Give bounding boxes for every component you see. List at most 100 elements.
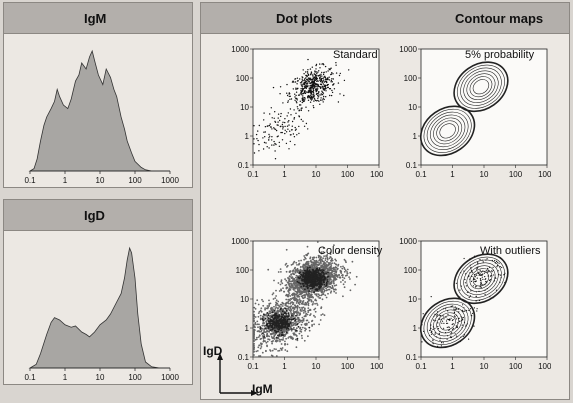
data-point	[283, 312, 286, 315]
data-point	[321, 93, 324, 96]
data-point	[289, 98, 291, 100]
y-tick-label: 0.1	[406, 353, 418, 362]
data-point	[271, 330, 273, 333]
data-point	[331, 78, 333, 80]
data-point	[316, 302, 318, 305]
data-point	[436, 313, 438, 315]
data-point	[291, 120, 294, 123]
data-point	[294, 266, 296, 269]
data-point	[295, 261, 298, 264]
data-point	[332, 84, 334, 86]
data-point	[332, 279, 335, 282]
igm-panel-header: IgM	[4, 3, 192, 34]
data-point	[330, 281, 332, 283]
data-point	[305, 262, 307, 265]
contour-line	[463, 262, 499, 295]
data-point	[303, 125, 306, 128]
data-point	[327, 78, 329, 81]
data-point	[285, 131, 288, 133]
data-point	[301, 80, 303, 83]
data-point	[456, 335, 458, 337]
data-point	[255, 133, 258, 136]
data-point	[255, 350, 258, 353]
data-point	[329, 94, 331, 97]
data-point	[271, 349, 274, 352]
data-point	[299, 309, 302, 312]
data-point	[475, 280, 477, 282]
data-point	[258, 344, 261, 347]
data-point	[256, 323, 259, 326]
data-point	[320, 262, 322, 264]
y-tick-label: 10	[240, 295, 249, 304]
data-point	[440, 345, 442, 347]
data-point	[264, 340, 266, 343]
data-point	[303, 100, 305, 102]
data-point	[266, 312, 269, 314]
data-point	[271, 144, 273, 146]
data-point	[278, 328, 280, 331]
data-point	[266, 307, 269, 310]
contour-line	[439, 315, 456, 331]
data-point	[455, 318, 457, 320]
data-point	[328, 280, 330, 283]
data-point	[292, 318, 294, 320]
data-point	[314, 298, 317, 301]
data-point	[307, 99, 310, 101]
igm-histogram: 0.1 1 10 100 1000	[24, 49, 179, 185]
data-point	[312, 82, 314, 84]
data-point	[313, 98, 316, 100]
data-point	[285, 337, 287, 340]
data-point	[284, 326, 286, 329]
data-point	[479, 269, 481, 271]
data-point	[422, 313, 424, 315]
data-point	[294, 93, 296, 95]
data-point	[355, 275, 358, 278]
data-point	[298, 272, 301, 275]
data-point	[290, 329, 293, 332]
data-point	[260, 346, 263, 348]
data-point	[346, 268, 349, 271]
data-point	[283, 320, 286, 322]
data-point	[308, 85, 310, 87]
data-point	[319, 63, 321, 65]
contour-line	[460, 67, 502, 106]
data-point	[271, 139, 273, 141]
data-point	[267, 322, 269, 325]
data-point	[308, 285, 311, 287]
data-point	[298, 321, 301, 324]
data-point	[304, 288, 306, 291]
data-point	[267, 317, 270, 320]
data-point	[303, 315, 306, 318]
data-point	[301, 321, 304, 324]
data-point	[325, 287, 327, 290]
data-point	[278, 349, 281, 352]
color-density-plot: 0.1 1 10 100 1000 0.1 1 10 100 1000	[231, 237, 383, 371]
data-point	[274, 308, 277, 310]
data-point	[437, 322, 439, 324]
data-point	[295, 268, 297, 271]
data-point	[443, 322, 445, 324]
igm-panel-title: IgM	[84, 11, 107, 26]
data-point	[325, 289, 328, 292]
data-point	[279, 86, 282, 88]
data-point	[311, 98, 313, 100]
contour-line	[453, 61, 509, 113]
data-point	[487, 270, 489, 272]
data-point	[316, 265, 318, 268]
data-point	[272, 86, 275, 89]
data-point	[319, 103, 321, 105]
data-point	[437, 325, 439, 328]
data-point	[270, 309, 272, 311]
data-point	[324, 285, 327, 287]
data-point	[275, 312, 277, 315]
data-point	[292, 315, 295, 318]
data-point	[284, 132, 286, 135]
y-tick-label: 1000	[231, 45, 249, 54]
data-point	[320, 282, 323, 284]
data-point	[308, 293, 311, 295]
data-point	[301, 107, 303, 109]
data-point	[487, 271, 489, 273]
data-point	[287, 128, 289, 130]
data-point	[459, 320, 461, 322]
data-point	[330, 79, 333, 82]
